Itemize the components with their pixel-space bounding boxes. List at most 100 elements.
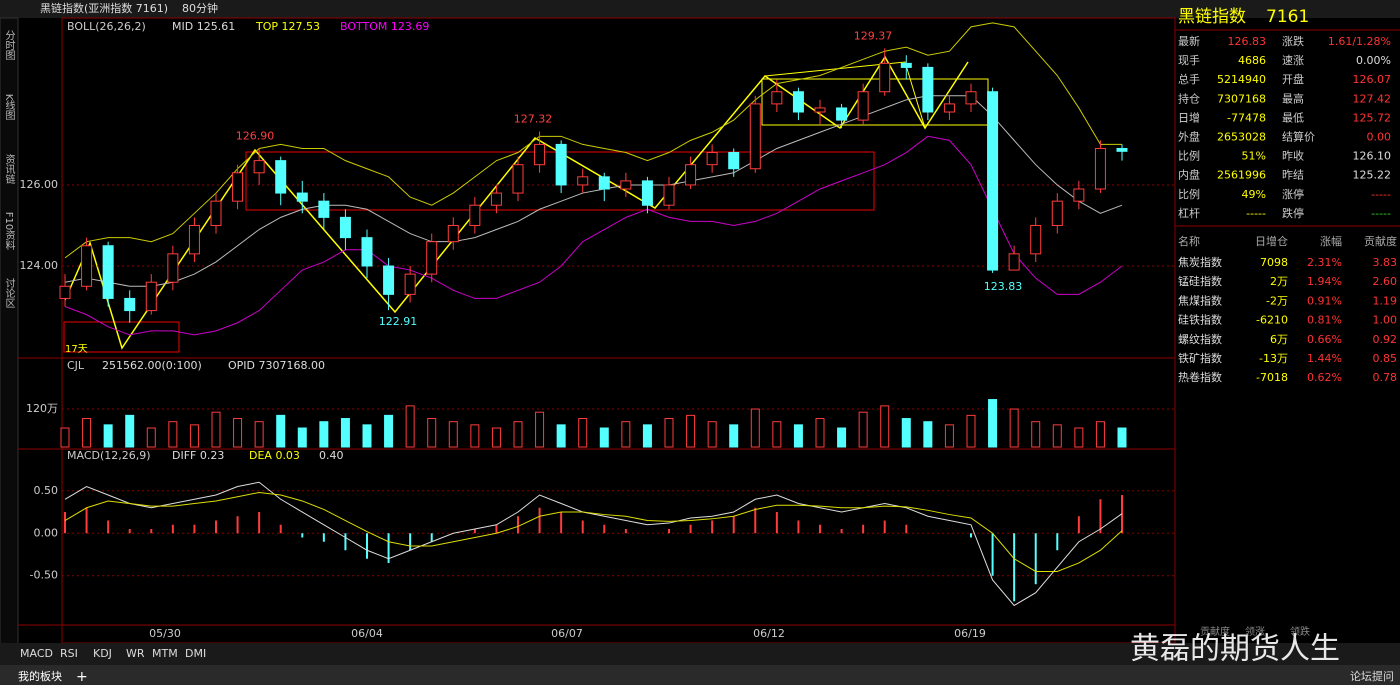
candle-body [469, 204, 481, 226]
table-cell: 1.44% [1307, 352, 1342, 365]
y-tick-label: 0.50 [34, 484, 59, 497]
candle-body [81, 245, 93, 287]
side-tab[interactable]: F10资料 [3, 212, 15, 251]
boll-bottom [64, 135, 1123, 336]
indicator-tab[interactable]: KDJ [93, 647, 112, 660]
period: 80分钟 [182, 1, 218, 15]
candle-body [814, 107, 826, 113]
quote-label: 日增 [1178, 110, 1200, 124]
side-tab[interactable]: 讨论区 [3, 278, 15, 308]
candle-body [900, 62, 912, 68]
volume-bar [1031, 421, 1041, 448]
volume-bar [923, 421, 933, 448]
quote-value: 0.00% [1356, 54, 1391, 67]
quote-name: 黑链指数 [1178, 7, 1246, 27]
candle-body [188, 224, 200, 255]
candle-body [555, 143, 567, 186]
indicator-tab[interactable]: DMI [185, 647, 206, 660]
indicator-tab[interactable]: RSI [60, 647, 78, 660]
volume-bar [491, 427, 501, 448]
candle-body [879, 62, 891, 93]
side-tab[interactable]: 资讯链 [3, 154, 15, 184]
volume-bar [793, 424, 803, 448]
candle-body [167, 253, 179, 283]
date-label: 06/12 [753, 627, 785, 640]
y-tick-label: 124.00 [20, 259, 59, 272]
table-cell: 1.94% [1307, 275, 1342, 288]
price-annotation: 122.91 [379, 315, 418, 328]
legend-text: 251562.00(0:100) [102, 359, 202, 372]
volume-bar [82, 418, 92, 448]
legend-text: MID 125.61 [172, 20, 235, 33]
candle-body [210, 200, 222, 226]
candle-body [102, 245, 114, 299]
candle-body [318, 200, 330, 218]
quote-label: 杠杆 [1178, 206, 1200, 220]
date-label: 06/07 [551, 627, 583, 640]
volume-bar [686, 414, 696, 448]
y-tick-label: 120万 [26, 402, 58, 415]
panel-tab: 贡献度 [1200, 625, 1230, 638]
legend-text: BOTTOM 123.69 [340, 20, 429, 33]
price-annotation: 127.32 [514, 112, 553, 125]
indicator-tab[interactable]: WR [126, 647, 145, 660]
quote-label: 比例 [1178, 187, 1200, 201]
indicator-tab[interactable]: MACD [20, 647, 53, 660]
candle-body [296, 192, 308, 202]
quote-value: 125.72 [1353, 111, 1392, 124]
quote-value: 126.83 [1228, 35, 1267, 48]
candle-body [512, 164, 524, 194]
candle-body [1008, 253, 1020, 271]
quote-value: ----- [1371, 207, 1391, 220]
candle-body [490, 192, 502, 206]
quote-label: 涨跌 [1282, 34, 1304, 48]
quote-label: 比例 [1178, 149, 1200, 163]
date-label: 05/30 [149, 627, 181, 640]
table-cell: 2万 [1270, 275, 1288, 288]
candle-body [426, 241, 438, 275]
footer-tab[interactable]: 我的板块 [18, 669, 62, 683]
indicator-tab[interactable]: MTM [152, 647, 178, 660]
table-cell: 1.19 [1373, 294, 1398, 307]
footer-forum[interactable]: 论坛提问 [1350, 669, 1394, 683]
volume-bar [340, 418, 350, 448]
legend-text: OPID 7307168.00 [228, 359, 325, 372]
days-note: 17天 [65, 344, 88, 355]
volume-bar [319, 421, 329, 448]
table-cell: 热卷指数 [1178, 370, 1222, 384]
legend-text: DIFF 0.23 [172, 449, 224, 462]
table-header: 日增仓 [1255, 234, 1288, 248]
candle-body [987, 91, 999, 271]
candle-body [361, 237, 373, 267]
quote-value: 125.22 [1353, 169, 1392, 182]
volume-bar [254, 421, 264, 448]
footer-add[interactable]: + [76, 669, 88, 685]
candle-body [145, 281, 157, 312]
quote-value: 7307168 [1217, 92, 1266, 105]
watermark: 黄磊的期货人生 [1130, 632, 1340, 667]
volume-bar [664, 418, 674, 448]
table-cell: 0.85 [1373, 352, 1398, 365]
volume-bar [578, 418, 588, 448]
candle-body [339, 216, 351, 239]
price-annotation: 129.37 [854, 29, 893, 42]
candle-body [447, 224, 459, 243]
volume-bar [1009, 408, 1019, 448]
candle-body [253, 160, 265, 174]
candle-body [771, 91, 783, 105]
table-cell: 铁矿指数 [1178, 351, 1222, 365]
quote-label: 最新 [1178, 34, 1200, 48]
y-tick-label: 126.00 [20, 178, 59, 191]
side-tab[interactable]: 分时图 [3, 30, 15, 61]
candle-body [620, 180, 632, 190]
wave-line [764, 61, 926, 129]
dea-line [64, 491, 1123, 572]
candle-body [59, 285, 71, 299]
volume-bar [168, 421, 178, 448]
candle-body [922, 66, 934, 113]
legend-text: DEA 0.03 [249, 449, 300, 462]
top-bar [0, 0, 1400, 18]
candle-body [1094, 147, 1106, 190]
side-tab[interactable]: K线图 [3, 94, 15, 121]
volume-bar [384, 414, 394, 448]
